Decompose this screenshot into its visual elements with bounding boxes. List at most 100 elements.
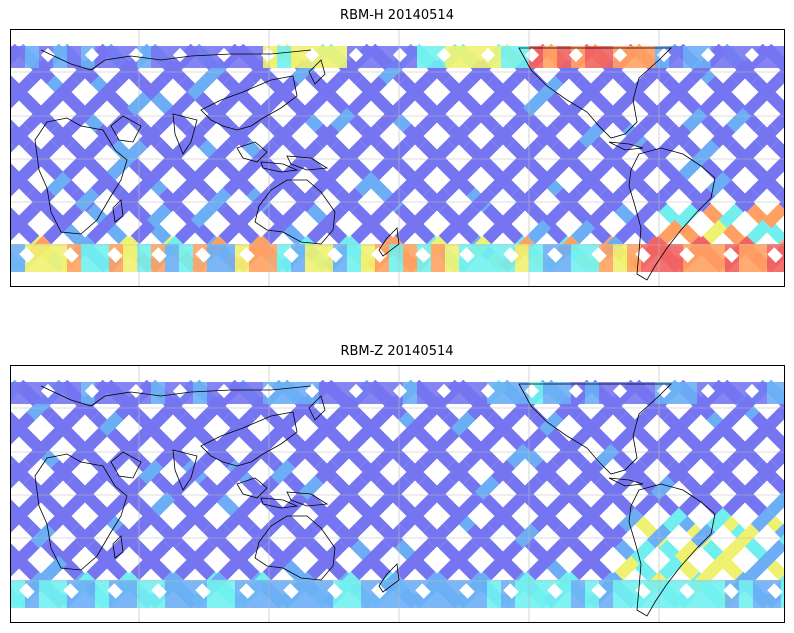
swath-segment — [214, 91, 240, 117]
polar-band-cell — [403, 244, 417, 272]
swath-segment — [726, 107, 752, 133]
swath-segment — [774, 523, 784, 542]
polar-band-cell — [39, 580, 53, 608]
swath-segment — [590, 427, 616, 453]
swath-segment — [326, 91, 352, 117]
polar-band-cell — [95, 244, 109, 272]
swath-segment — [586, 539, 612, 565]
swath-segment — [754, 123, 780, 149]
gap-cell — [327, 247, 343, 263]
swath-segment — [486, 507, 512, 533]
swath-segment — [62, 491, 88, 517]
polar-band-cell — [319, 382, 333, 404]
swath-segment — [390, 91, 416, 117]
swath-segment — [282, 427, 308, 453]
swath-segment — [634, 155, 660, 181]
gap-cell — [612, 47, 628, 63]
polar-band-cell — [739, 244, 753, 272]
swath-segment — [90, 171, 116, 197]
swath-segment — [314, 123, 340, 149]
swath-segment — [582, 75, 608, 101]
swath-segment — [566, 91, 592, 117]
panel-bottom-title: RBM-Z 20140514 — [340, 344, 454, 359]
polar-band-cell — [333, 46, 347, 68]
swath-segment — [62, 155, 88, 181]
swath-segment — [190, 539, 216, 565]
swath-segment — [486, 171, 512, 197]
swath-segment — [482, 555, 508, 581]
swath-segment — [618, 171, 644, 197]
swath-segment — [458, 155, 484, 181]
swath-segment — [278, 203, 304, 229]
swath-segment — [130, 219, 156, 245]
coastline — [236, 141, 268, 163]
swath-segment — [478, 155, 504, 181]
swath-segment — [534, 459, 560, 485]
coastline — [254, 515, 336, 581]
gap-cell — [195, 247, 211, 263]
swath-segment — [522, 155, 548, 181]
swath-segment — [470, 523, 496, 549]
polar-band-cell — [347, 580, 361, 608]
swath-segment — [342, 139, 368, 165]
swath-segment — [586, 203, 612, 229]
swath-segment — [358, 123, 384, 149]
swath-segment — [590, 91, 616, 117]
polar-band-cell — [557, 382, 571, 404]
swath-segment — [11, 123, 32, 149]
swath-segment — [166, 139, 192, 165]
polar-band-cell — [263, 244, 277, 272]
coastline — [254, 179, 336, 245]
polar-band-cell — [375, 46, 389, 68]
swath-segment — [766, 155, 784, 181]
swath-segment — [666, 459, 692, 485]
polar-band-cell — [291, 580, 305, 608]
swath-segment — [146, 203, 172, 229]
swath-segment — [542, 203, 568, 229]
swath-segment — [546, 491, 572, 517]
swath-segment — [214, 491, 240, 517]
swath-segment — [370, 427, 396, 453]
swath-segment — [150, 155, 176, 181]
swath-segment — [742, 427, 768, 453]
swath-segment — [502, 91, 528, 117]
polar-band-cell — [95, 580, 109, 608]
swath-segment — [662, 507, 688, 533]
swath-segment — [658, 555, 684, 581]
polar-band-cell — [179, 244, 193, 272]
swath-segment — [42, 219, 68, 245]
swath-segment — [622, 123, 648, 149]
swath-segment — [50, 123, 76, 149]
swath-segment — [258, 427, 284, 453]
swath-segment — [218, 555, 244, 581]
polar-band-cell — [123, 580, 137, 608]
polar-band-cell — [137, 244, 151, 272]
polar-band-cell — [375, 382, 389, 404]
swath-segment — [106, 427, 132, 453]
swath-segment — [146, 539, 172, 565]
swath-segment — [266, 171, 292, 197]
polar-band-cell — [585, 46, 599, 68]
swath-segment — [698, 427, 724, 453]
polar-band-cell — [277, 46, 291, 68]
gap-cell — [436, 383, 452, 399]
swath-segment — [38, 427, 64, 453]
polar-band-cell — [305, 580, 319, 608]
polar-band-cell — [291, 244, 305, 272]
swath-segment — [38, 491, 64, 517]
swath-segment — [690, 523, 716, 549]
swath-segment — [758, 75, 784, 101]
swath-segment — [370, 155, 396, 181]
polar-band-cell — [445, 244, 459, 272]
polar-band-cell — [473, 580, 487, 608]
swath-segment — [134, 507, 160, 533]
swath-segment — [470, 187, 496, 213]
swath-segment — [58, 203, 84, 229]
swath-segment — [354, 507, 380, 533]
swath-segment — [426, 187, 452, 213]
polar-band-cell — [599, 244, 613, 272]
gap-cell — [371, 583, 387, 599]
swath-segment — [410, 539, 436, 565]
swath-segment — [474, 475, 500, 501]
polar-band-cell — [585, 382, 599, 404]
